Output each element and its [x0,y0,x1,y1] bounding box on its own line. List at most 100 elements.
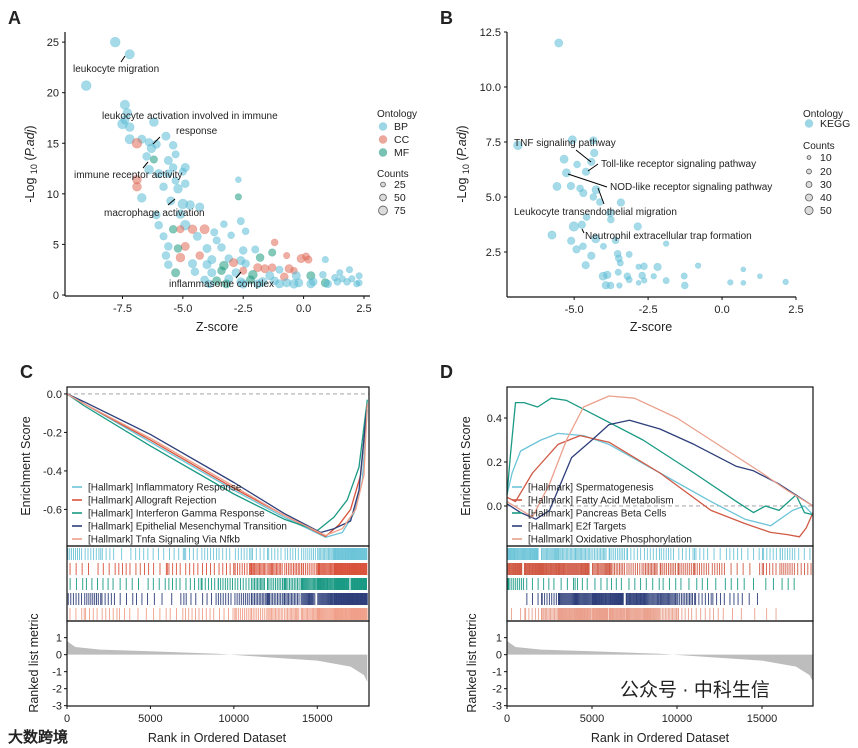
data-points [513,38,789,290]
point-kegg [782,278,789,286]
metric-tick-label: 0 [56,650,62,662]
point-kegg [625,276,633,284]
point-bp [202,243,212,253]
annotation-label: leukocyte migration [73,64,159,75]
point-kegg [599,242,607,250]
ranked-metric-area [507,641,813,682]
x-tick-label: 0 [64,713,70,725]
legend-swatch-cc [378,135,388,144]
annotation-leader-line [152,136,161,145]
x-tick-label: 10000 [662,713,693,725]
legend-swatch-bp [378,122,388,131]
point-bp [171,176,180,185]
metric-tick-label: -2 [52,684,62,696]
y-axis-title: -Log 10 (P.adj) [455,125,471,202]
point-bp [159,232,168,241]
annotation-leader-line [142,161,149,169]
metric-tick-label: -2 [492,684,502,696]
legend-label: [Hallmark] Epithelial Mesenchymal Transi… [88,522,287,533]
ylabel-mid: ( [23,156,37,164]
legend-label: [Hallmark] Tnfa Signaling Via Nfkb [88,535,240,546]
point-bp [175,209,186,219]
point-bp [119,99,130,110]
point-kegg [653,262,662,272]
point-bp [235,176,242,184]
point-bp [202,260,212,270]
legend-label: [Hallmark] Inflammatory Response [88,483,242,494]
point-kegg [577,220,586,229]
panel-letter-a: A [8,8,21,28]
point-cc [175,252,186,263]
hit-row [507,578,795,590]
point-kegg [640,262,648,271]
point-mf [268,248,277,257]
point-bp [168,163,178,172]
es-tick-label: 0.0 [47,389,62,401]
scatter-panel-b: -5.0 -2.5 0.0 2.5 2.5 5.0 7.5 10.0 12.5 Z-score -L… [455,27,850,334]
point-mf [173,244,183,253]
annotation-leader-line [120,55,126,63]
point-kegg [606,281,615,290]
point-bp [231,268,241,278]
y-tick-label: 20 [47,88,59,100]
point-bp [319,270,327,279]
point-kegg [757,273,763,280]
metric-tick-label: 1 [496,633,502,645]
hit-row [67,548,368,560]
point-kegg [650,273,657,280]
point-bp [251,245,260,254]
x-tick-label: 0.0 [296,303,311,315]
legend-size-circle [806,168,812,175]
point-bp [205,279,214,289]
point-bp [306,279,316,289]
es-tick-label: -0.6 [43,504,62,516]
ylabel-subscript: 10 [461,164,471,174]
point-mf [171,268,181,278]
point-kegg [680,281,689,290]
legend-size-circle [805,193,813,202]
point-kegg [567,135,577,145]
point-kegg [554,38,564,48]
point-bp [80,80,92,91]
x-tick-label: 15000 [302,713,333,725]
point-mf [168,224,178,234]
point-bp [149,117,159,127]
x-axis-title: Z-score [630,320,672,334]
point-kegg [740,279,747,286]
point-bp [144,164,154,175]
x-tick-label: -2.5 [639,304,658,316]
y-tick-label: 12.5 [480,27,501,39]
y-tick-label: 0 [53,290,59,302]
ranked-metric-area [67,641,368,682]
point-bp [336,269,344,277]
x-tick-label: 2.5 [356,303,371,315]
point-bp [109,36,121,48]
point-kegg [616,259,624,267]
watermark: 公众号 · 中科生信 [620,679,770,701]
y-tick-label: 15 [47,138,59,150]
point-bp [187,259,198,269]
point-bp [154,169,164,179]
point-bp [164,260,173,269]
legend-label: 50 [820,205,832,217]
hit-row [69,563,368,575]
point-bp [236,217,245,226]
point-bp [212,236,221,245]
point-mf [255,253,265,262]
point-bp [195,202,205,212]
x-tick-label: 0 [504,713,510,725]
annotation-label: immune receptor activity [74,170,182,181]
legend-label: 50 [394,192,406,204]
point-kegg [694,262,702,269]
point-bp [355,272,363,280]
point-kegg [591,234,601,244]
point-kegg [727,279,734,286]
point-kegg [662,240,670,247]
legend-label: [Hallmark] Fatty Acid Metabolism [528,496,674,507]
legend-title-counts: Counts [803,141,835,152]
metric-tick-label: -3 [492,701,502,713]
point-cc [304,255,313,264]
annotation-label: Toll-like receptor signaling pathway [601,159,756,170]
